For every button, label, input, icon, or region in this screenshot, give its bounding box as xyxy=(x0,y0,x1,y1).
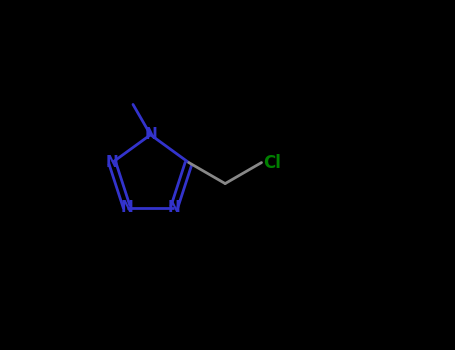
Text: N: N xyxy=(106,155,119,170)
Text: N: N xyxy=(168,200,181,215)
Text: Cl: Cl xyxy=(263,154,281,172)
Text: N: N xyxy=(121,200,133,215)
Text: N: N xyxy=(144,127,157,142)
